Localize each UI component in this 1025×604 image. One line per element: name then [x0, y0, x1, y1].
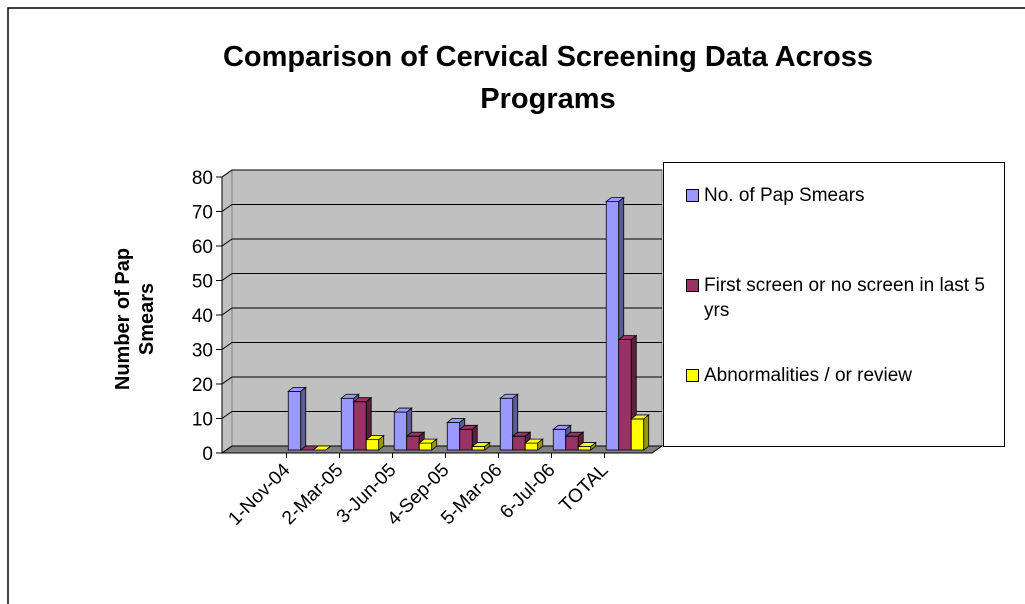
grid-line: [221, 342, 662, 350]
y-tick-label: 50: [192, 272, 213, 293]
bar: [471, 446, 486, 451]
grid-line: [221, 307, 662, 316]
legend-label: Abnormalities / or review: [704, 365, 913, 386]
bar-side: [431, 438, 438, 451]
bar: [524, 442, 539, 451]
grid-line: [221, 411, 662, 419]
bar: [630, 418, 645, 451]
bar: [365, 439, 380, 451]
legend-entry: No. of Pap Smears: [686, 183, 1014, 208]
bar-side: [378, 434, 385, 451]
legend-entry: First screen or no screen in last 5 yrs: [686, 273, 1014, 323]
y-tick-label: 70: [192, 203, 213, 224]
legend-entry: Abnormalities / or review: [686, 363, 1014, 388]
legend-swatch: [686, 279, 699, 292]
legend-swatch: [686, 369, 699, 382]
chart-title: Comparison of Cervical Screening Data Ac…: [222, 41, 874, 115]
bar: [459, 428, 473, 451]
y-tick-label: 30: [192, 341, 213, 362]
bar-side: [590, 441, 597, 451]
bar-side: [484, 441, 491, 451]
y-tick-label: 20: [192, 375, 213, 396]
bar: [499, 397, 514, 451]
bar-side: [537, 438, 544, 451]
bar: [577, 446, 592, 451]
bar: [353, 401, 367, 451]
y-tick-label: 80: [192, 168, 213, 189]
grid-line: [221, 273, 662, 281]
bar: [618, 339, 632, 451]
bar: [287, 390, 302, 451]
legend-label: No. of Pap Smears: [704, 185, 865, 206]
legend-label: First screen or no screen in last 5 yrs: [704, 275, 985, 321]
grid-line: [221, 376, 662, 385]
legend-swatch: [686, 189, 699, 202]
legend: No. of Pap Smears First screen or no scre…: [663, 162, 1005, 447]
y-axis-label: Number of Pap Smears: [112, 247, 158, 391]
bar: [605, 201, 620, 451]
bar: [565, 435, 579, 451]
grid-line: [221, 169, 662, 178]
y-tick-label: 60: [192, 237, 213, 258]
bar: [512, 435, 526, 451]
bar: [406, 435, 420, 451]
y-tick-label: 10: [192, 410, 213, 431]
bar: [393, 411, 408, 451]
bar: [446, 421, 461, 451]
bar-side: [300, 386, 307, 451]
grid-line: [221, 238, 662, 247]
y-tick-label: 0: [202, 444, 213, 465]
bar-side: [325, 445, 331, 451]
y-tick-label: 40: [192, 306, 213, 327]
bar: [418, 442, 433, 451]
bar-side: [643, 414, 650, 451]
bar: [552, 428, 567, 451]
grid-line: [221, 204, 662, 212]
bar: [340, 397, 355, 451]
